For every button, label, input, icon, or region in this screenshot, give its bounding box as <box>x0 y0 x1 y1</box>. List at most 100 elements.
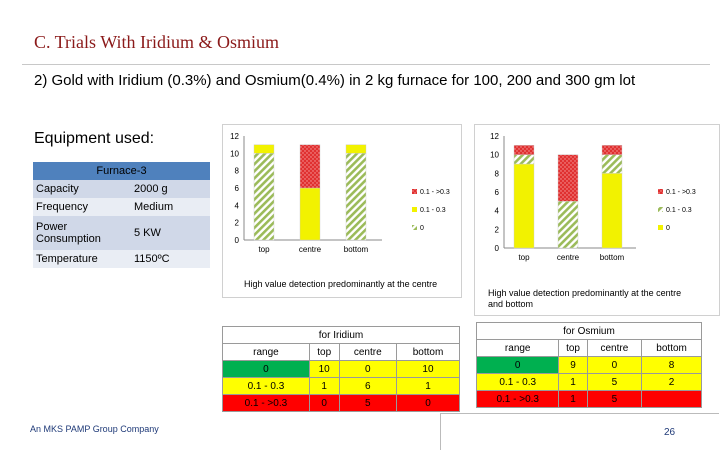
table-cell: 0 <box>308 394 340 412</box>
furnace-value: Medium <box>131 198 210 216</box>
table-cell: 5 <box>338 394 397 412</box>
legend-swatch <box>412 207 417 212</box>
table-cell: 1 <box>308 377 340 395</box>
furnace-table-header: Furnace-3 <box>33 162 210 180</box>
y-tick-label: 4 <box>235 201 240 210</box>
table-header: top <box>308 343 340 361</box>
furnace-key: Frequency <box>33 198 131 216</box>
iridium-table: for Iridium range top centre bottom 0 10… <box>222 326 461 412</box>
table-cell: 0.1 - 0.3 <box>475 373 560 391</box>
slide-title: C. Trials With Iridium & Osmium <box>34 32 279 52</box>
osmium-chart-caption: High value detection predominantly at th… <box>488 288 682 309</box>
y-tick-label: 2 <box>495 225 500 234</box>
y-tick-label: 0 <box>235 236 240 245</box>
table-cell <box>641 390 702 408</box>
osmium-table-title: for Osmium <box>476 322 702 340</box>
bar-segment <box>601 173 623 249</box>
legend-label: 0.1 - >0.3 <box>420 189 450 196</box>
bar-segment <box>299 187 321 241</box>
y-tick-label: 12 <box>230 132 239 141</box>
table-header: centre <box>338 343 397 361</box>
y-tick-label: 6 <box>235 184 240 193</box>
table-cell: 0.1 - >0.3 <box>475 390 560 408</box>
table-header: range <box>475 339 560 357</box>
bar-segment <box>601 154 623 174</box>
x-tick-label: top <box>258 245 270 254</box>
furnace-key: Power Consumption <box>33 216 131 250</box>
table-cell: 5 <box>586 390 643 408</box>
table-cell: 5 <box>586 373 643 391</box>
legend-swatch <box>658 225 663 230</box>
table-cell: 10 <box>395 360 461 378</box>
x-tick-label: bottom <box>600 253 625 262</box>
iridium-table-title: for Iridium <box>222 326 460 344</box>
table-header: range <box>222 343 310 361</box>
y-tick-label: 10 <box>490 151 499 160</box>
page-number-frame <box>440 413 719 450</box>
y-tick-label: 0 <box>495 244 500 253</box>
furnace-value: 5 KW <box>131 216 210 250</box>
bar-segment <box>345 153 367 241</box>
legend-swatch <box>412 225 417 230</box>
y-tick-label: 8 <box>235 167 240 176</box>
table-header: centre <box>586 339 643 357</box>
x-tick-label: top <box>518 253 530 262</box>
osmium-chart: 0 2 4 6 8 10 12 top centre bottom 0.1 - >0.3 0.1 - … <box>490 132 696 262</box>
legend-label: 0.1 - >0.3 <box>666 189 696 196</box>
furnace-value: 1150ºC <box>131 250 210 268</box>
legend-swatch <box>412 189 417 194</box>
furnace-key: Temperature <box>33 250 131 268</box>
table-cell: 1 <box>395 377 461 395</box>
table-cell: 0 <box>222 360 310 378</box>
page-number: 26 <box>664 427 676 438</box>
x-tick-label: centre <box>557 253 580 262</box>
table-cell: 0.1 - 0.3 <box>222 377 310 395</box>
bar-segment <box>299 144 321 189</box>
bar-segment <box>253 144 275 154</box>
title-divider <box>22 64 710 65</box>
bar-segment <box>253 153 275 241</box>
table-cell: 10 <box>308 360 340 378</box>
equipment-label: Equipment used: <box>34 130 155 147</box>
table-cell: 1 <box>558 390 588 408</box>
table-cell: 6 <box>338 377 397 395</box>
table-cell: 1 <box>558 373 588 391</box>
legend-swatch <box>658 189 663 194</box>
table-cell: 9 <box>558 356 588 374</box>
bar-segment <box>557 154 579 202</box>
furnace-table: Furnace-3 Capacity 2000 g Frequency Medium… <box>33 162 210 268</box>
x-tick-label: bottom <box>344 245 369 254</box>
table-cell: 0 <box>475 356 560 374</box>
table-cell: 0 <box>338 360 397 378</box>
table-header: bottom <box>641 339 702 357</box>
table-header: bottom <box>395 343 461 361</box>
bar-segment <box>513 145 535 155</box>
osmium-table: for Osmium range top centre bottom 0 9 0… <box>475 322 702 408</box>
table-cell: 0.1 - >0.3 <box>222 394 310 412</box>
x-tick-label: centre <box>299 245 322 254</box>
y-tick-label: 10 <box>230 149 239 158</box>
slide-subtitle: 2) Gold with Iridium (0.3%) and Osmium(0… <box>34 72 636 89</box>
legend-label: 0 <box>666 225 670 232</box>
furnace-value: 2000 g <box>131 180 210 198</box>
legend-label: 0.1 - 0.3 <box>420 207 446 214</box>
iridium-chart: 0 2 4 6 8 10 12 top centre bottom 0.1 - >0.3 0.1 - … <box>230 132 450 254</box>
bar-segment <box>345 144 367 154</box>
footer-company: An MKS PAMP Group Company <box>30 424 159 434</box>
bar-segment <box>557 201 579 249</box>
legend-label: 0.1 - 0.3 <box>666 207 692 214</box>
bar-segment <box>601 145 623 155</box>
y-tick-label: 12 <box>490 132 499 141</box>
y-tick-label: 2 <box>235 219 240 228</box>
table-cell: 0 <box>586 356 643 374</box>
legend-label: 0 <box>420 225 424 232</box>
y-tick-label: 6 <box>495 188 500 197</box>
iridium-chart-caption: High value detection predominantly at th… <box>244 279 438 289</box>
table-cell: 0 <box>395 394 461 412</box>
legend-swatch <box>658 207 663 212</box>
bar-segment <box>513 163 535 249</box>
furnace-key: Capacity <box>33 180 131 198</box>
table-cell: 2 <box>641 373 702 391</box>
table-header: top <box>558 339 588 357</box>
y-tick-label: 4 <box>495 207 500 216</box>
